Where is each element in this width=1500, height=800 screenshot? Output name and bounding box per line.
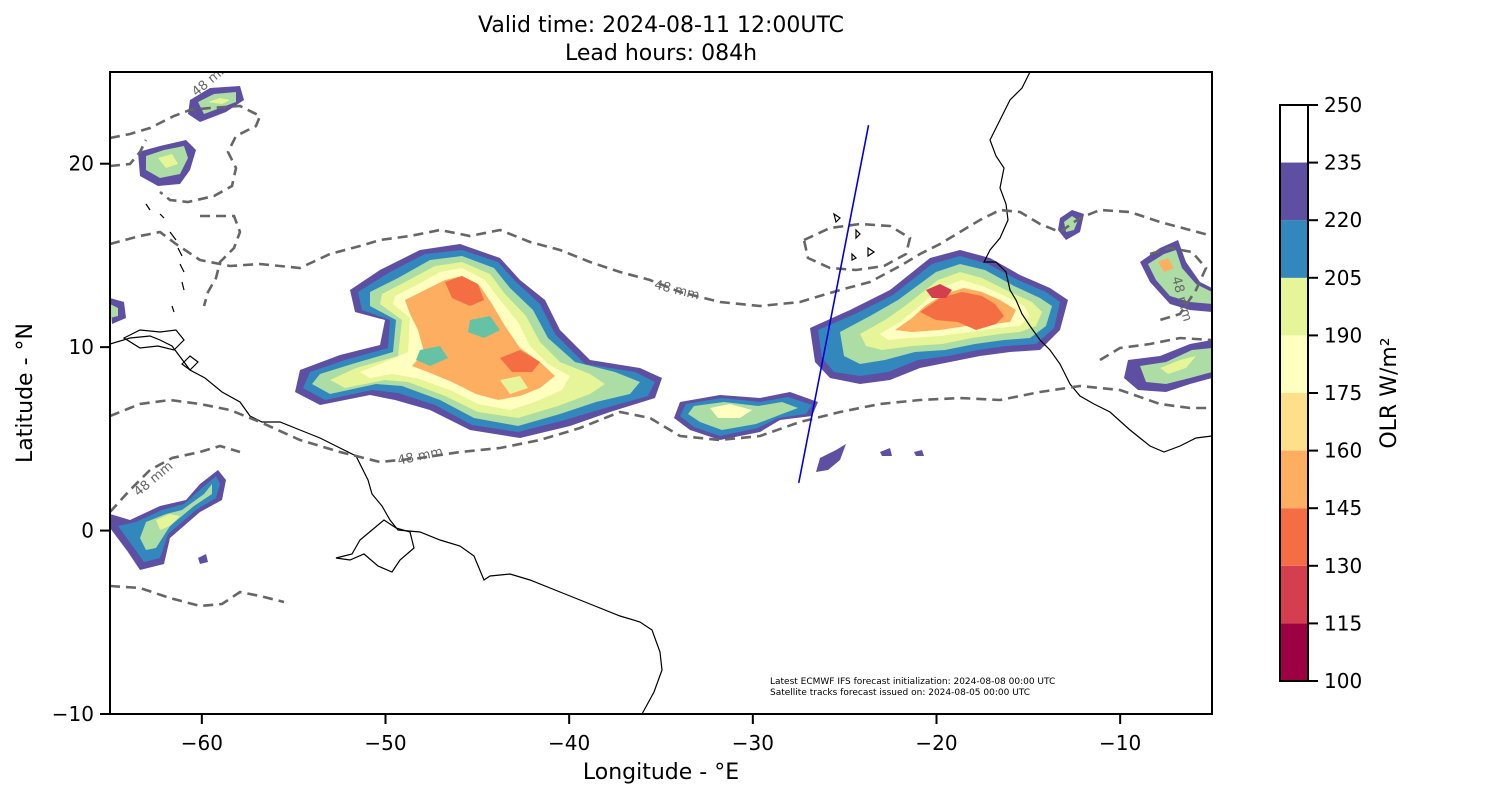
olr-175-level — [156, 514, 180, 530]
colorbar-tick-label: 115 — [1324, 611, 1362, 635]
precip-48mm-contours — [110, 104, 1212, 608]
olr-cluster-northwest — [110, 86, 244, 324]
colorbar-band — [1280, 393, 1308, 451]
title-lead-hours: Lead hours: 084h — [564, 41, 758, 66]
colorbar-band — [1280, 105, 1308, 163]
coastline-west-africa — [983, 72, 1212, 453]
olr-130-level — [926, 284, 952, 298]
x-tick-label: −40 — [548, 731, 590, 755]
olr-145-level — [445, 276, 540, 372]
colorbar-tick-label: 130 — [1324, 554, 1362, 578]
olr-175-level — [208, 98, 230, 104]
x-tick-label: −60 — [181, 731, 223, 755]
colorbar-tick-label: 100 — [1324, 669, 1362, 693]
olr-cluster-southwest — [110, 470, 226, 570]
olr-cluster-mid-atlantic — [674, 392, 924, 472]
coastlines — [110, 72, 1212, 714]
olr-hole — [416, 346, 448, 366]
colorbar-band — [1280, 508, 1308, 566]
coastline-cape-verde — [833, 212, 876, 261]
olr-175-level — [1160, 356, 1196, 374]
colorbar-band — [1280, 623, 1308, 681]
olr-235-level — [198, 554, 208, 564]
colorbar-band — [1280, 450, 1308, 509]
forecast-init-note: Latest ECMWF IFS forecast initialization… — [770, 677, 1055, 687]
x-tick-label: −30 — [732, 731, 774, 755]
colorbar-bands — [1280, 105, 1308, 681]
olr-field — [110, 86, 1212, 570]
colorbar-band — [1280, 162, 1308, 221]
coastline-trinidad — [181, 355, 199, 371]
satellite-track-line — [797, 125, 870, 484]
olr-205-level — [110, 304, 118, 318]
y-axis-ticks: −10 0 10 20 — [52, 152, 110, 726]
contour-southern-itcz — [110, 384, 1212, 464]
coastline-amazon-delta — [335, 519, 415, 573]
colorbar-tick-label: 190 — [1324, 323, 1362, 347]
olr-colorbar: 100 115 130 145 160 175 190 205 220 235 250 OLR W/… — [1279, 93, 1402, 693]
contour-label-east-mid: 48 mm — [653, 278, 701, 304]
contour-north-caribbean-2 — [110, 139, 242, 307]
colorbar-band — [1280, 220, 1308, 278]
coastline-lesser-antilles — [145, 203, 185, 313]
contour-label-south: 48 mm — [396, 444, 444, 468]
olr-cluster-west-africa — [810, 250, 1068, 384]
x-axis-label: Longitude - °E — [583, 760, 739, 785]
olr-235-level — [816, 444, 846, 472]
coastline-south-america — [110, 335, 663, 714]
contour-southwest — [110, 444, 285, 608]
contour-northern-itcz — [110, 208, 1212, 308]
x-tick-label: −50 — [364, 731, 406, 755]
contour-label-southwest: 48 mm — [131, 459, 176, 500]
olr-hole — [468, 316, 500, 338]
coastline-caribbean — [122, 329, 185, 351]
x-tick-label: −20 — [915, 731, 957, 755]
contour-cape-verde — [802, 222, 912, 272]
olr-160-level — [1158, 258, 1174, 272]
colorbar-band — [1280, 277, 1308, 336]
colorbar-tick-label: 250 — [1324, 93, 1362, 117]
colorbar-band — [1280, 565, 1308, 624]
olr-145-level — [920, 292, 1004, 330]
colorbar-ticks: 100 115 130 145 160 175 190 205 220 235 250 — [1308, 93, 1362, 693]
olr-175-level — [710, 404, 752, 418]
contour-north-caribbean — [110, 104, 262, 204]
satellite-track-note: Satellite tracks forecast issued on: 202… — [770, 688, 1030, 698]
colorbar-tick-label: 145 — [1324, 496, 1362, 520]
colorbar-tick-label: 220 — [1324, 208, 1362, 232]
x-axis-ticks: −60 −50 −40 −30 −20 −10 — [181, 714, 1141, 755]
colorbar-band — [1280, 335, 1308, 393]
olr-cluster-east — [1058, 210, 1212, 392]
colorbar-label: OLR W/m² — [1377, 337, 1402, 448]
olr-235-level — [880, 448, 892, 456]
colorbar-tick-label: 205 — [1324, 266, 1362, 290]
contour-east — [1099, 246, 1212, 362]
colorbar-tick-label: 175 — [1324, 381, 1362, 405]
y-tick-label: 10 — [69, 335, 94, 359]
y-tick-label: 20 — [69, 152, 94, 176]
map-area: 48 mm 48 mm 48 mm 48 mm 48 mm Latest ECM… — [110, 72, 1212, 714]
y-tick-label: −10 — [52, 702, 94, 726]
title-valid-time: Valid time: 2024-08-11 12:00UTC — [478, 13, 844, 38]
x-tick-label: −10 — [1099, 731, 1141, 755]
y-tick-label: 0 — [81, 519, 94, 543]
olr-hole — [500, 376, 528, 394]
y-axis-label: Latitude - °N — [13, 323, 38, 463]
colorbar-tick-label: 235 — [1324, 151, 1362, 175]
olr-235-level — [914, 450, 924, 456]
map-frame — [109, 71, 1213, 715]
colorbar-tick-label: 160 — [1324, 439, 1362, 463]
olr-cluster-central-atlantic — [295, 244, 662, 438]
olr-175-level — [158, 154, 178, 168]
contour-labels: 48 mm 48 mm 48 mm 48 mm 48 mm — [131, 72, 1194, 500]
